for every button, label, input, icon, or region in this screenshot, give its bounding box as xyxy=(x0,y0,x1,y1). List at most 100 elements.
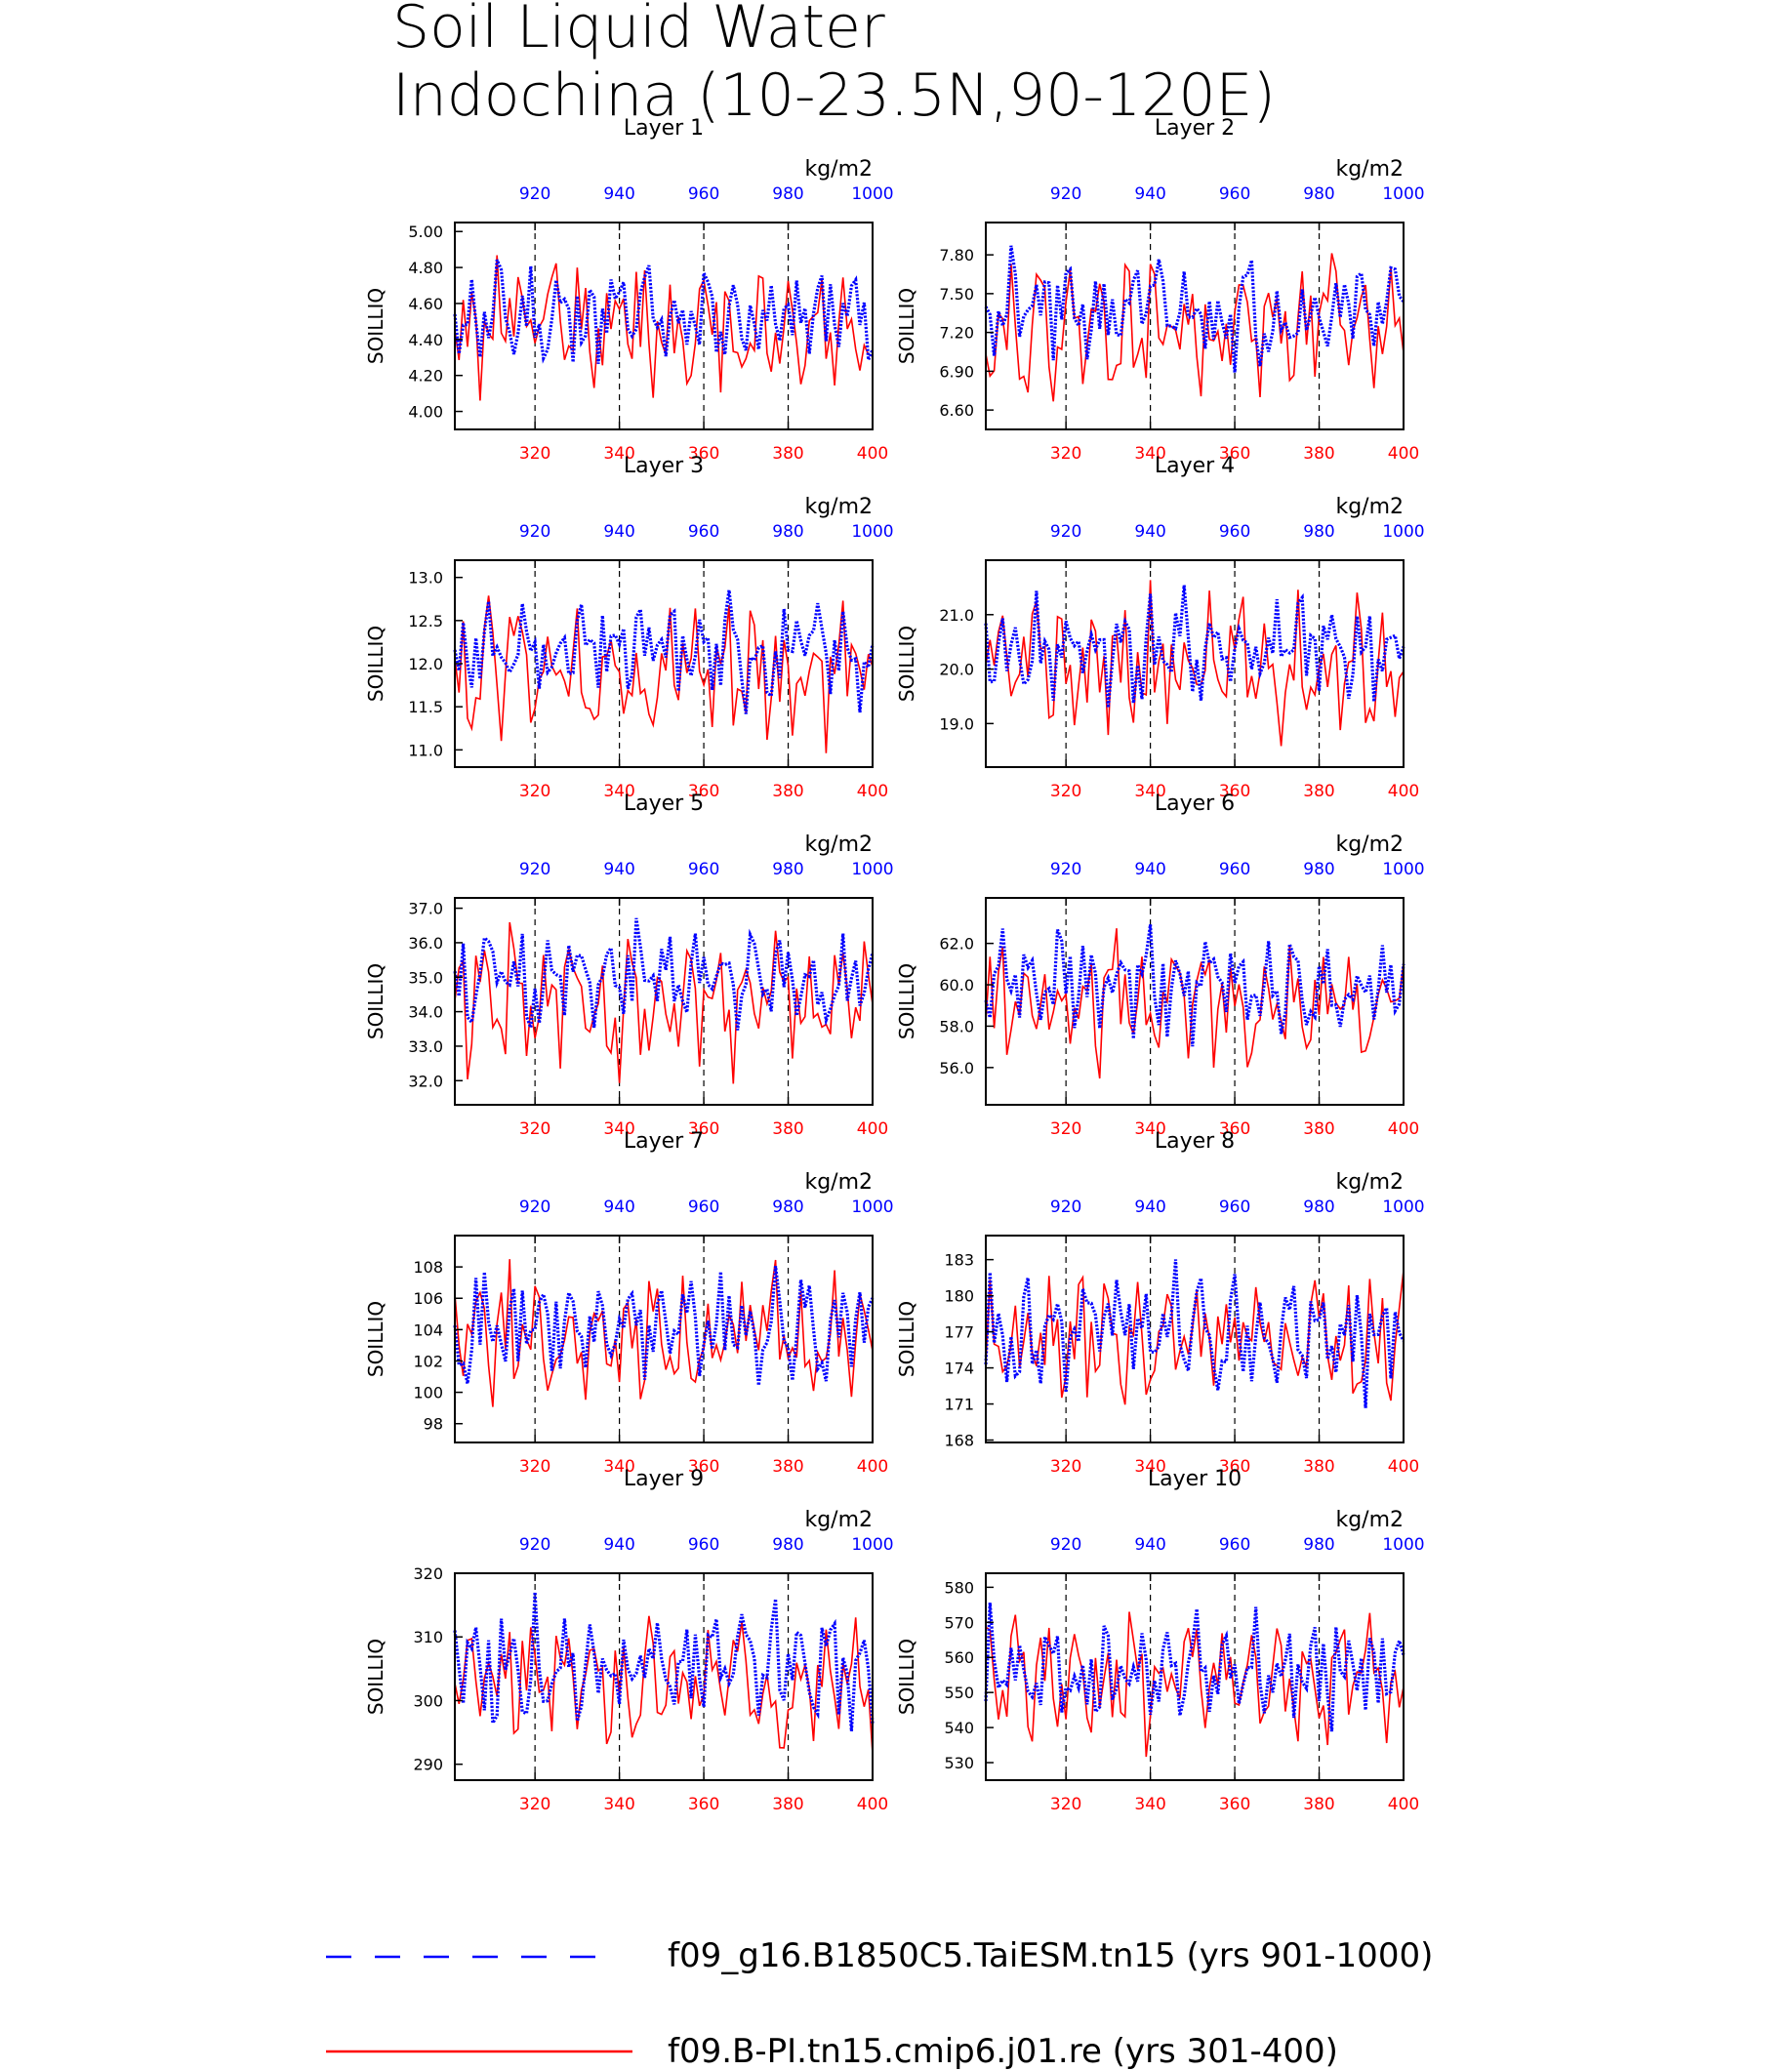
x-tick-label: 340 xyxy=(1134,782,1165,801)
x-tick-label: 320 xyxy=(1050,444,1081,464)
units-label: kg/m2 xyxy=(804,495,873,519)
y-tick-label: 98 xyxy=(424,1415,443,1434)
series-cmip6-line xyxy=(985,1270,1405,1405)
y-axis-label: SOILLIQ xyxy=(895,288,918,364)
plot-frame xyxy=(454,897,874,1106)
x-top-tick-label: 1000 xyxy=(851,1535,893,1555)
y-tick-label: 174 xyxy=(944,1360,974,1378)
y-tick-label: 7.80 xyxy=(939,246,974,264)
y-tick-label: 183 xyxy=(944,1251,974,1270)
x-tick-label: 380 xyxy=(1303,1457,1334,1477)
legend: f09_g16.B1850C5.TaiESM.tn15 (yrs 901-100… xyxy=(326,1936,1433,2071)
x-tick-label: 340 xyxy=(603,1795,634,1814)
x-top-tick-label: 980 xyxy=(1303,184,1334,204)
y-tick-label: 33.0 xyxy=(408,1037,443,1056)
x-tick-label: 400 xyxy=(1388,1457,1419,1477)
panel-title: Layer 9 xyxy=(624,1467,704,1491)
panel-layer-9: Layer 9 kg/m2 320 340 360 380 400 920 940 960 980 1… xyxy=(364,1467,894,1814)
series-cmip6-line xyxy=(985,253,1405,402)
series-taiesm-line xyxy=(453,1592,875,1732)
y-tick-label: 6.90 xyxy=(939,362,974,381)
x-tick-label: 340 xyxy=(1134,1119,1165,1139)
x-top-tick-label: 980 xyxy=(1303,1535,1334,1555)
x-top-tick-label: 920 xyxy=(519,184,550,204)
x-tick-label: 400 xyxy=(857,1795,888,1814)
x-tick-label: 320 xyxy=(1050,1119,1081,1139)
x-tick-label: 400 xyxy=(857,1457,888,1477)
x-tick-label: 380 xyxy=(772,444,803,464)
x-tick-label: 360 xyxy=(688,1795,719,1814)
x-tick-label: 360 xyxy=(1219,782,1250,801)
panel-layer-8: Layer 8 kg/m2 320 340 360 380 400 920 940 960 980 1… xyxy=(895,1129,1425,1477)
y-tick-label: 4.80 xyxy=(408,259,443,277)
x-top-tick-label: 940 xyxy=(603,522,634,542)
y-tick-label: 540 xyxy=(944,1719,974,1737)
y-tick-label: 104 xyxy=(413,1320,443,1339)
plot-frame xyxy=(985,559,1405,768)
series-cmip6-line xyxy=(454,1259,874,1407)
x-top-tick-label: 920 xyxy=(519,1535,550,1555)
panel-title: Layer 6 xyxy=(1155,792,1235,816)
x-top-tick-label: 1000 xyxy=(851,1198,893,1217)
x-top-tick-label: 920 xyxy=(1050,1198,1081,1217)
x-tick-label: 380 xyxy=(1303,1795,1334,1814)
x-tick-label: 360 xyxy=(1219,1795,1250,1814)
units-label: kg/m2 xyxy=(1335,157,1404,182)
y-tick-label: 171 xyxy=(944,1396,974,1414)
x-top-tick-label: 960 xyxy=(688,184,719,204)
y-tick-label: 300 xyxy=(413,1691,443,1710)
legend-label-taiesm: f09_g16.B1850C5.TaiESM.tn15 (yrs 901-100… xyxy=(668,1936,1433,1975)
series-cmip6-line xyxy=(454,1615,874,1754)
x-tick-label: 340 xyxy=(603,1119,634,1139)
y-tick-label: 58.0 xyxy=(939,1017,974,1036)
x-top-tick-label: 960 xyxy=(1219,1535,1250,1555)
units-label: kg/m2 xyxy=(804,832,873,857)
panel-layer-5: Layer 5 kg/m2 320 340 360 380 400 920 940 960 980 1… xyxy=(364,792,894,1139)
x-tick-label: 320 xyxy=(519,1795,550,1814)
x-top-tick-label: 920 xyxy=(519,522,550,542)
x-top-tick-label: 960 xyxy=(1219,184,1250,204)
y-tick-label: 290 xyxy=(413,1756,443,1774)
x-tick-label: 320 xyxy=(519,1457,550,1477)
x-tick-label: 400 xyxy=(1388,782,1419,801)
y-axis-label: SOILLIQ xyxy=(895,1301,918,1377)
x-top-tick-label: 940 xyxy=(603,184,634,204)
x-top-tick-label: 940 xyxy=(603,1535,634,1555)
legend-label-cmip6: f09.B-PI.tn15.cmip6.j01.re (yrs 301-400) xyxy=(668,2032,1338,2071)
y-tick-label: 530 xyxy=(944,1754,974,1772)
x-tick-label: 380 xyxy=(1303,782,1334,801)
x-top-tick-label: 960 xyxy=(688,1535,719,1555)
series-taiesm-line xyxy=(984,1259,1405,1408)
x-tick-label: 400 xyxy=(857,444,888,464)
x-top-tick-label: 940 xyxy=(603,860,634,879)
x-tick-label: 340 xyxy=(603,1457,634,1477)
y-axis-label: SOILLIQ xyxy=(364,963,387,1039)
x-tick-label: 340 xyxy=(1134,1457,1165,1477)
y-tick-label: 11.0 xyxy=(408,741,443,759)
x-tick-label: 320 xyxy=(519,1119,550,1139)
plot-frame xyxy=(985,1235,1405,1443)
panel-layer-6: Layer 6 kg/m2 320 340 360 380 400 920 940 960 980 1… xyxy=(895,792,1425,1139)
y-tick-label: 13.0 xyxy=(408,569,443,588)
x-tick-label: 400 xyxy=(857,782,888,801)
x-tick-label: 320 xyxy=(519,444,550,464)
y-tick-label: 106 xyxy=(413,1289,443,1308)
y-axis-label: SOILLIQ xyxy=(895,626,918,702)
y-tick-label: 34.0 xyxy=(408,1003,443,1022)
x-top-tick-label: 980 xyxy=(772,522,803,542)
series-taiesm-line xyxy=(453,589,875,714)
y-axis-label: SOILLIQ xyxy=(895,1639,918,1715)
x-tick-label: 400 xyxy=(1388,444,1419,464)
y-tick-label: 4.40 xyxy=(408,331,443,349)
x-top-tick-label: 960 xyxy=(688,1198,719,1217)
y-tick-label: 180 xyxy=(944,1287,974,1306)
y-tick-label: 60.0 xyxy=(939,976,974,995)
x-top-tick-label: 920 xyxy=(519,1198,550,1217)
x-top-tick-label: 1000 xyxy=(1382,860,1424,879)
y-tick-label: 4.60 xyxy=(408,295,443,313)
x-top-tick-label: 960 xyxy=(1219,860,1250,879)
panel-title: Layer 2 xyxy=(1155,116,1235,141)
x-tick-label: 340 xyxy=(603,444,634,464)
panel-layer-7: Layer 7 kg/m2 320 340 360 380 400 920 940 960 980 1… xyxy=(364,1129,894,1477)
